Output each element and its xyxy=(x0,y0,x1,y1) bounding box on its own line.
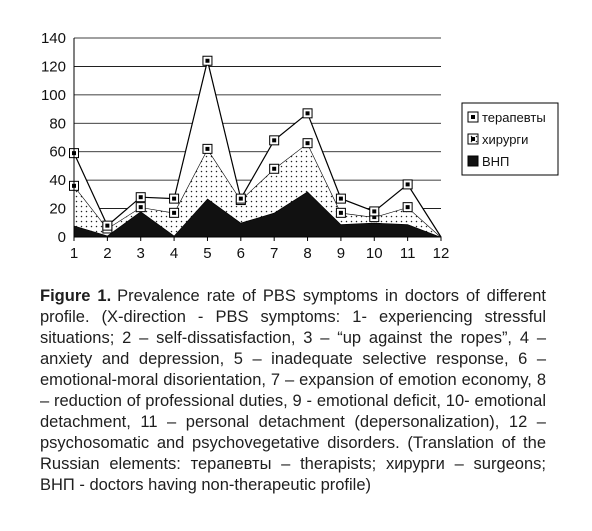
series-line-therapists xyxy=(73,60,442,238)
data-point-therapists xyxy=(335,193,346,204)
figure-caption: Figure 1. Prevalence rate of PBS symptoms… xyxy=(40,286,546,496)
data-point-surgeons xyxy=(169,207,180,218)
legend-swatch-vnp xyxy=(467,155,479,167)
legend-label-vnp: ВНП xyxy=(482,154,509,169)
marker-core xyxy=(405,205,410,210)
legend-label-therapists: терапевты xyxy=(482,110,546,125)
y-tick-label: 120 xyxy=(41,58,66,75)
data-point-surgeons xyxy=(335,207,346,218)
legend-marker-therapists xyxy=(471,115,475,119)
marker-core xyxy=(338,196,343,201)
x-tick-label: 5 xyxy=(203,245,211,262)
legend-label-surgeons: хирурги xyxy=(482,132,528,147)
marker-core xyxy=(372,215,377,220)
data-point-therapists xyxy=(135,192,146,203)
data-point-surgeons xyxy=(135,202,146,213)
marker-core xyxy=(105,223,110,228)
x-tick-label: 12 xyxy=(433,245,450,262)
marker-core xyxy=(305,111,310,116)
x-tick-label: 6 xyxy=(237,245,245,262)
marker-core xyxy=(338,210,343,215)
marker-core xyxy=(205,58,210,63)
y-tick-label: 100 xyxy=(41,87,66,104)
marker-core xyxy=(272,138,277,143)
caption-text: Prevalence rate of PBS symptoms in docto… xyxy=(40,287,547,494)
marker-core xyxy=(138,195,143,200)
y-tick-label: 20 xyxy=(49,201,66,218)
y-tick-label: 60 xyxy=(49,144,66,161)
data-point-surgeons xyxy=(302,138,313,149)
data-point-therapists xyxy=(269,135,280,146)
marker-core xyxy=(405,182,410,187)
x-tick-label: 4 xyxy=(170,245,178,262)
x-tick-label: 2 xyxy=(103,245,111,262)
data-point-surgeons xyxy=(202,143,213,154)
marker-core xyxy=(305,141,310,146)
marker-core xyxy=(172,210,177,215)
data-point-therapists xyxy=(402,179,413,190)
marker-core xyxy=(238,196,243,201)
data-point-therapists xyxy=(102,220,113,231)
x-tick-label: 1 xyxy=(70,245,78,262)
area-vnp xyxy=(74,191,441,237)
data-point-therapists xyxy=(369,206,380,217)
y-tick-label: 80 xyxy=(49,115,66,132)
data-point-therapists xyxy=(202,55,213,66)
x-tick-label: 11 xyxy=(400,245,416,262)
marker-core xyxy=(172,196,177,201)
marker-core xyxy=(205,146,210,151)
legend-marker-surgeons xyxy=(471,137,475,141)
data-point-surgeons xyxy=(402,202,413,213)
x-tick-label: 9 xyxy=(337,245,345,262)
data-point-surgeons xyxy=(269,163,280,174)
x-tick-label: 7 xyxy=(270,245,278,262)
x-tick-label: 10 xyxy=(366,245,383,262)
y-tick-label: 140 xyxy=(41,30,66,47)
marker-core xyxy=(372,209,377,214)
legend: терапевты хирурги ВНП xyxy=(461,102,559,176)
marker-core xyxy=(138,205,143,210)
area-surgeons xyxy=(74,143,441,237)
x-tick-label: 8 xyxy=(303,245,311,262)
y-tick-label: 40 xyxy=(49,172,66,189)
y-tick-label: 0 xyxy=(58,229,66,246)
caption-label: Figure 1. xyxy=(40,287,112,305)
data-point-therapists xyxy=(169,193,180,204)
data-point-therapists xyxy=(302,108,313,119)
x-tick-label: 3 xyxy=(137,245,145,262)
marker-core xyxy=(272,166,277,171)
data-point-therapists xyxy=(235,193,246,204)
